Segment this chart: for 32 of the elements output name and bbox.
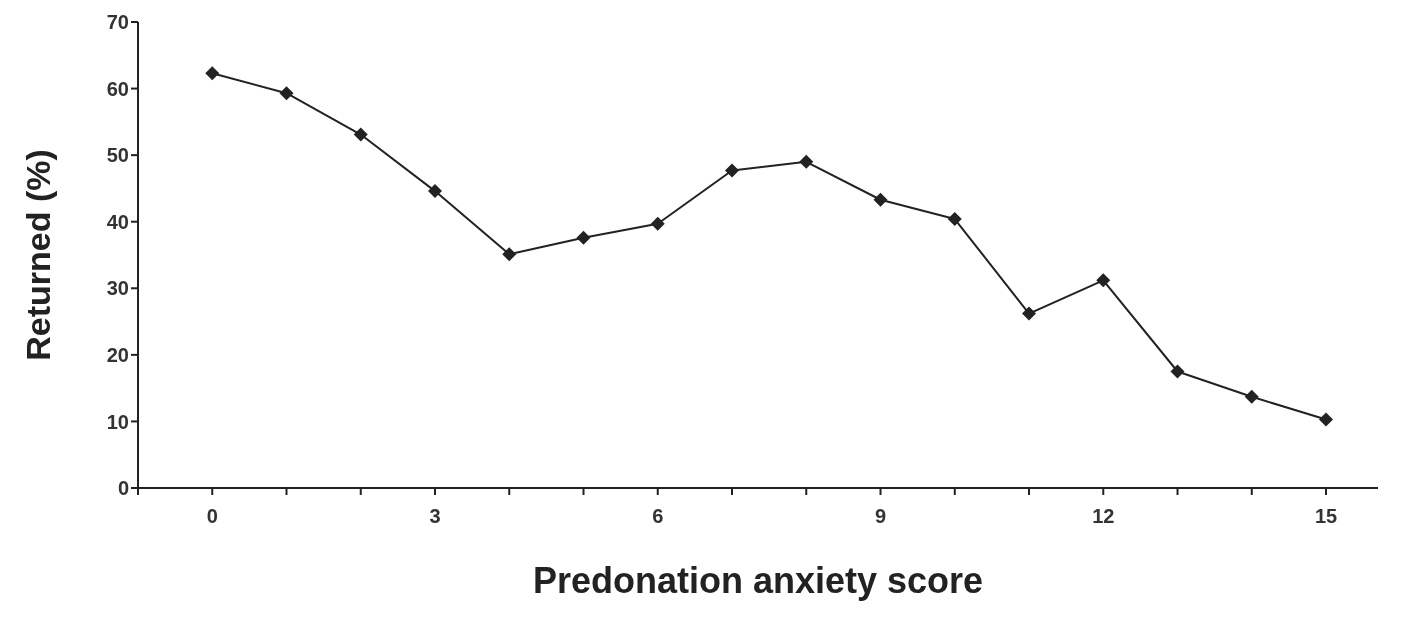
point [428,184,443,199]
y-tick-label: 70 [106,11,129,34]
point [1022,306,1037,321]
y-tick-label: 60 [106,77,129,100]
point [725,163,740,178]
point [205,66,220,81]
y-tick-label: 40 [106,210,129,233]
x-tick-label: 15 [1314,505,1338,528]
point [650,216,665,231]
point [576,230,591,245]
point [1244,389,1259,404]
y-tick-label: 0 [117,477,129,500]
point [1170,364,1185,379]
x-tick-label: 6 [652,505,664,528]
y-tick-label: 50 [106,144,129,167]
x-tick-label: 3 [429,505,441,528]
point [279,86,294,101]
point [799,154,814,169]
x-tick-label: 12 [1092,505,1115,528]
x-tick-label: 0 [206,505,218,528]
point [947,212,962,227]
x-tick-label: 9 [874,505,887,528]
y-tick-label: 10 [106,410,129,433]
point [502,247,517,262]
point [1319,412,1334,427]
y-axis-title: Returned (%) [19,149,58,361]
y-tick-label: 20 [106,343,129,366]
point [873,192,888,207]
y-tick-label: 30 [106,277,129,300]
x-axis-title: Predonation anxiety score [532,560,984,601]
point [1096,273,1111,288]
point [353,127,368,142]
